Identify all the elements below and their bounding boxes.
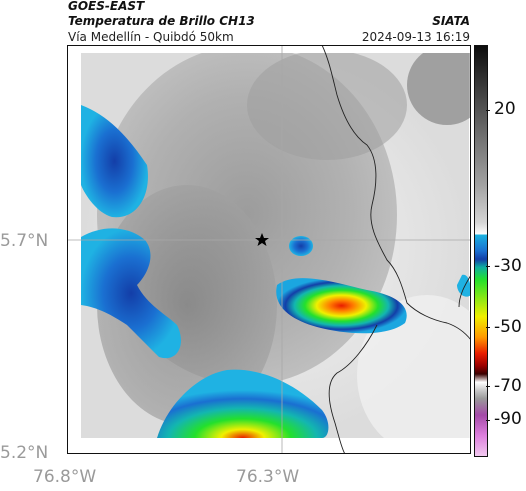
colorbar-tick: [486, 266, 490, 267]
storm-cell-east: [276, 278, 407, 334]
latitude-label-top: 5.7°N: [0, 231, 49, 251]
temperature-colorbar: [474, 45, 488, 457]
clear-area-southeast: [357, 295, 471, 454]
longitude-label-right: 76.3°W: [236, 467, 300, 487]
colorbar-tick: [486, 420, 490, 421]
convective-cell-northwest: [81, 105, 148, 218]
boundary-line-south: [328, 324, 378, 454]
satellite-map[interactable]: [67, 45, 471, 454]
colorbar-tick: [486, 327, 490, 328]
boundary-line-east: [458, 274, 471, 308]
colorbar-label: 20: [494, 99, 516, 119]
colorbar-label: -90: [494, 409, 522, 429]
longitude-label-left: 76.8°W: [33, 467, 97, 487]
region-label: Vía Medellín - Quibdó 50km: [68, 30, 234, 44]
convective-cell-west: [81, 228, 181, 359]
colorbar-label: -50: [494, 317, 522, 337]
map-margin-bottom: [67, 438, 471, 454]
latitude-label-bottom: 5.2°N: [0, 443, 49, 463]
colorbar-label: -70: [494, 376, 522, 396]
organization-label: SIATA: [432, 14, 470, 28]
colorbar-tick: [486, 386, 490, 387]
satellite-title: GOES-EAST: [68, 0, 145, 13]
map-margin-left: [67, 45, 81, 454]
product-title: Temperatura de Brillo CH13: [68, 14, 255, 28]
star-icon[interactable]: [255, 233, 269, 246]
storm-cell-south: [157, 369, 329, 438]
convective-cell-small: [289, 236, 313, 256]
map-margin-top: [67, 45, 471, 53]
timestamp-label: 2024-09-13 16:19: [361, 30, 470, 44]
colorbar-label: -30: [494, 256, 522, 276]
colorbar-tick: [486, 110, 490, 111]
boundary-line-north: [321, 45, 471, 341]
cloud-band-northeast: [407, 45, 471, 125]
cloud-band-north: [247, 50, 407, 160]
